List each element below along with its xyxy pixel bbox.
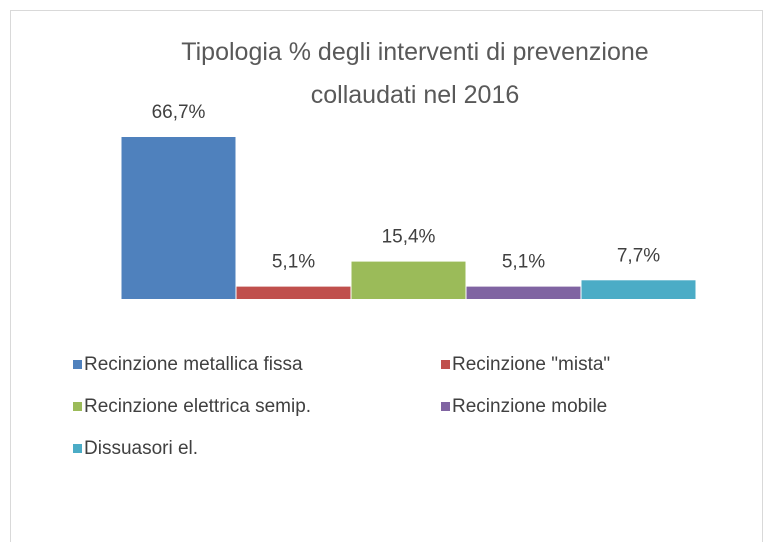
bar bbox=[466, 286, 581, 299]
legend-swatch bbox=[73, 402, 82, 411]
data-label: 7,7% bbox=[617, 245, 660, 266]
bar bbox=[121, 137, 236, 299]
bar bbox=[236, 286, 351, 299]
data-label: 66,7% bbox=[152, 102, 206, 123]
legend-swatch bbox=[73, 360, 82, 369]
legend-label: Recinzione elettrica semip. bbox=[84, 396, 311, 417]
legend-label: Dissuasori el. bbox=[84, 438, 198, 459]
data-label: 5,1% bbox=[502, 252, 545, 273]
legend-swatch bbox=[73, 444, 82, 453]
legend-swatch bbox=[441, 360, 450, 369]
legend-label: Recinzione "mista" bbox=[452, 354, 610, 375]
bar bbox=[581, 280, 696, 299]
legend-label: Recinzione metallica fissa bbox=[84, 354, 303, 375]
data-label: 5,1% bbox=[272, 252, 315, 273]
chart-frame bbox=[10, 10, 763, 542]
data-label: 15,4% bbox=[382, 227, 436, 248]
legend-label: Recinzione mobile bbox=[452, 396, 607, 417]
chart-title: Tipologia % degli interventi di prevenzi… bbox=[181, 38, 649, 109]
bar bbox=[351, 261, 466, 299]
legend-swatch bbox=[441, 402, 450, 411]
